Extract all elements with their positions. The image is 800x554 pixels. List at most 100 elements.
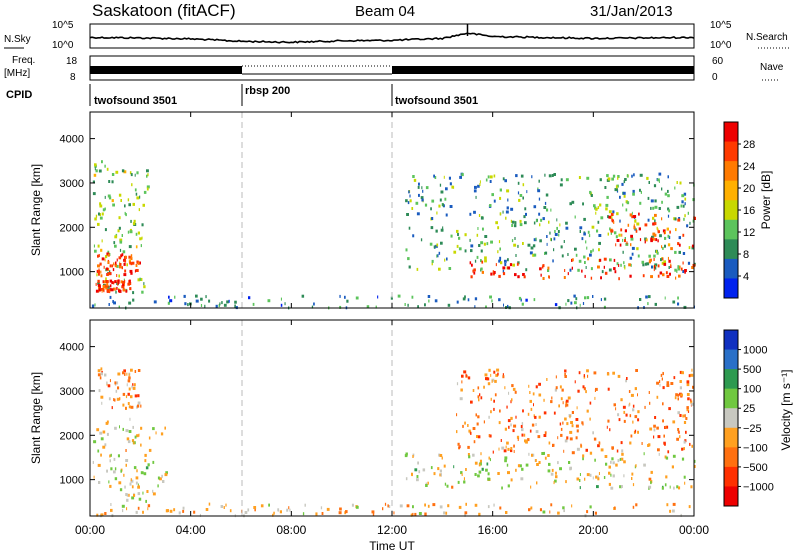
velocity-cell bbox=[505, 511, 508, 514]
velocity-cell bbox=[440, 473, 442, 477]
power-cell bbox=[502, 269, 505, 273]
cpid-segment-2: rbsp 200 bbox=[245, 85, 290, 97]
power-cell bbox=[556, 218, 558, 222]
velocity-cell bbox=[594, 458, 596, 462]
power-cell bbox=[639, 298, 642, 301]
power-cell bbox=[450, 234, 453, 238]
power-cell bbox=[663, 260, 666, 264]
velocity-cell bbox=[372, 512, 375, 516]
velocity-cell bbox=[656, 426, 659, 430]
power-cell bbox=[612, 210, 615, 214]
power-cell bbox=[632, 192, 635, 196]
velocity-cell bbox=[692, 385, 694, 389]
power-cell bbox=[502, 272, 506, 276]
power-cell bbox=[574, 247, 577, 251]
velocity-colorbar-segment bbox=[724, 330, 738, 351]
power-cell bbox=[108, 270, 111, 274]
power-cell bbox=[603, 257, 607, 261]
power-colorbar-tick-label: 16 bbox=[743, 205, 755, 217]
velocity-cell bbox=[575, 418, 579, 421]
velocity-cell bbox=[672, 502, 676, 506]
velocity-cell bbox=[551, 396, 553, 400]
velocity-cell bbox=[97, 463, 101, 467]
velocity-cell bbox=[465, 373, 467, 377]
velocity-cell bbox=[519, 464, 522, 468]
velocity-cell bbox=[544, 431, 547, 435]
power-cell bbox=[429, 242, 433, 246]
velocity-cell bbox=[427, 504, 430, 508]
power-cell bbox=[499, 247, 501, 251]
velocity-cell bbox=[405, 477, 408, 481]
power-cell bbox=[467, 298, 470, 302]
power-cell bbox=[654, 219, 656, 223]
power-cell bbox=[640, 190, 642, 194]
velocity-cell bbox=[326, 507, 330, 511]
cpid-segment-1: twofsound 3501 bbox=[94, 95, 177, 107]
velocity-cell bbox=[458, 446, 460, 450]
velocity-cell bbox=[687, 409, 690, 413]
power-cell bbox=[630, 263, 632, 267]
power-cell bbox=[485, 178, 488, 182]
velocity-cell bbox=[463, 370, 467, 374]
velocity-cell bbox=[472, 453, 475, 457]
power-cell bbox=[91, 304, 95, 308]
velocity-cell bbox=[510, 416, 513, 420]
velocity-cell bbox=[145, 466, 149, 470]
velocity-cell bbox=[596, 475, 599, 479]
power-cell bbox=[122, 288, 126, 292]
power-cell bbox=[653, 258, 655, 261]
velocity-cell bbox=[677, 397, 679, 401]
power-cell bbox=[121, 169, 125, 173]
velocity-cell bbox=[673, 376, 676, 380]
power-cell bbox=[611, 219, 614, 223]
x-tick-label: 04:00 bbox=[176, 523, 206, 537]
velocity-cell bbox=[576, 429, 579, 433]
velocity-cell bbox=[446, 484, 449, 488]
power-cell bbox=[668, 209, 671, 213]
velocity-cell bbox=[152, 489, 154, 493]
power-cell bbox=[590, 194, 593, 197]
velocity-cell bbox=[566, 436, 568, 440]
power-cell bbox=[615, 243, 617, 247]
power-cell bbox=[682, 261, 684, 265]
power-cell bbox=[682, 233, 685, 237]
power-cell bbox=[559, 183, 563, 187]
velocity-cell bbox=[586, 369, 589, 373]
velocity-cell bbox=[490, 373, 492, 377]
velocity-cell bbox=[475, 413, 477, 417]
velocity-cell bbox=[128, 430, 132, 433]
velocity-cell bbox=[130, 368, 133, 372]
power-cell bbox=[617, 176, 619, 180]
velocity-cell bbox=[589, 473, 592, 477]
velocity-cell bbox=[511, 384, 514, 388]
velocity-cell bbox=[684, 414, 686, 418]
velocity-cell bbox=[461, 374, 464, 378]
velocity-cell bbox=[538, 415, 541, 419]
power-cell bbox=[104, 284, 107, 288]
power-cell bbox=[573, 294, 576, 298]
velocity-cell bbox=[564, 369, 567, 373]
velocity-cell bbox=[579, 473, 581, 476]
velocity-cell bbox=[595, 475, 598, 479]
power-cell bbox=[431, 199, 435, 203]
velocity-cell bbox=[690, 373, 694, 377]
power-cell bbox=[507, 266, 511, 270]
noise-trace bbox=[89, 24, 695, 44]
velocity-cell bbox=[677, 393, 680, 397]
power-cell bbox=[436, 254, 439, 258]
velocity-cell bbox=[459, 397, 463, 401]
velocity-cell bbox=[472, 389, 475, 392]
power-cell bbox=[549, 231, 551, 235]
power-colorbar-segment bbox=[724, 180, 738, 201]
power-cell bbox=[448, 267, 452, 270]
velocity-cell bbox=[583, 387, 586, 391]
power-cell bbox=[518, 198, 521, 202]
power-cell bbox=[514, 221, 517, 225]
power-cell bbox=[574, 301, 577, 305]
power-cell bbox=[655, 238, 658, 242]
velocity-cell bbox=[569, 415, 571, 419]
power-cell bbox=[522, 242, 524, 245]
velocity-cell bbox=[579, 479, 581, 482]
power-cell bbox=[633, 226, 636, 230]
